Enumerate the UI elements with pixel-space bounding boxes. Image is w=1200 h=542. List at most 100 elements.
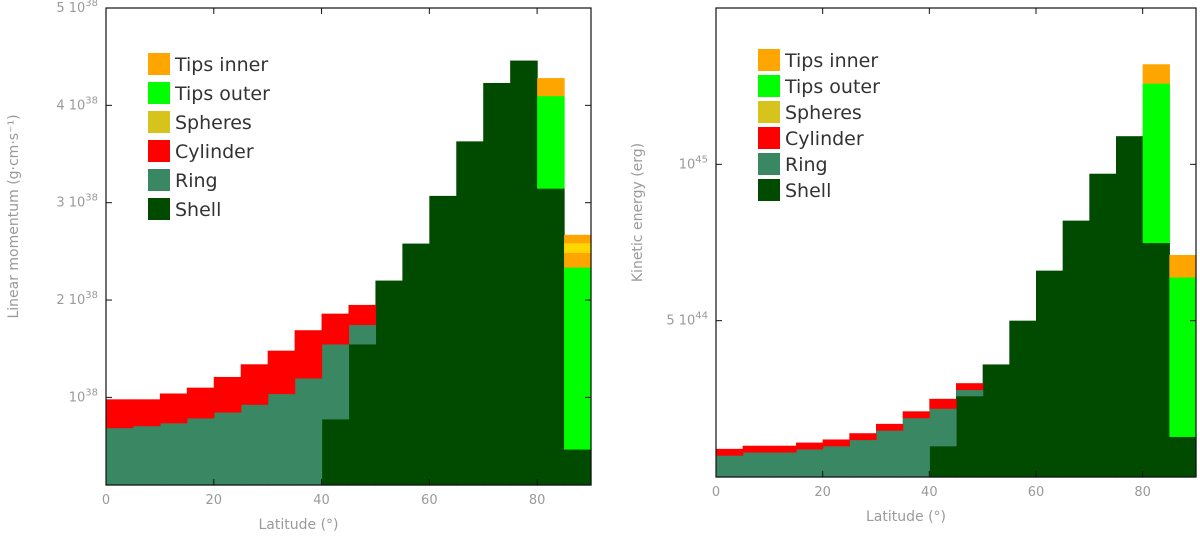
- legend-swatch: [758, 153, 780, 175]
- x-tick-label: 60: [421, 493, 438, 508]
- y-tick-label: 5 1038: [56, 0, 98, 16]
- bar-tips-inner-top-band-bin-17: [564, 234, 592, 244]
- bar-cylinder-bin-9: [956, 383, 984, 391]
- bar-shell-bin-11: [402, 243, 430, 486]
- bar-shell-bin-14: [1089, 173, 1117, 478]
- y-tick-label: 4 1038: [56, 95, 98, 113]
- bar-ring-bin-6: [267, 393, 296, 486]
- bar-shell-bin-17: [564, 448, 592, 486]
- bar-cylinder-bin-1: [132, 399, 161, 427]
- legend: Tips inner Tips outer Spheres Cylinder Ring S…: [148, 53, 270, 221]
- y-axis-label: Linear momentum (g·cm·s⁻¹): [6, 114, 22, 318]
- plot-frame: [715, 7, 1197, 478]
- bar-cylinder-bin-6: [876, 423, 904, 431]
- bar-ring-bin-2: [769, 451, 797, 478]
- y-tick-label: 1038: [69, 387, 98, 405]
- legend-swatch: [758, 75, 780, 97]
- bar-ring-bin-8: [321, 343, 350, 420]
- bar-ring-bin-8: [929, 408, 957, 447]
- bar-ring-bin-3: [186, 417, 215, 486]
- bar-ring-bin-6: [876, 430, 904, 478]
- bar-tips-inner-bin-16: [537, 78, 565, 97]
- bar-cylinder-bin-4: [213, 376, 242, 413]
- bar-cylinder-bin-7: [294, 330, 323, 379]
- x-tick-label: 40: [313, 493, 330, 508]
- bar-cylinder-bin-9: [348, 304, 377, 325]
- bar-shell-bin-12: [1036, 270, 1064, 478]
- bar-ring-bin-3: [796, 448, 824, 478]
- bar-tips-inner-bin-16: [1142, 64, 1170, 84]
- bar-cylinder-bin-0: [106, 399, 134, 429]
- bar-cylinder-bin-2: [769, 445, 797, 453]
- y-tick-label: 5 1044: [666, 311, 708, 329]
- bar-shell-bin-8: [321, 418, 350, 486]
- bar-ring-bin-0: [106, 427, 134, 486]
- x-tick-label: 60: [1028, 485, 1045, 500]
- x-tick-label: 20: [814, 485, 831, 500]
- bar-tips-inner-bin-17: [1169, 264, 1197, 278]
- bar-cylinder-bin-2: [159, 393, 188, 424]
- legend-label: Tips inner: [174, 54, 268, 76]
- bar-shell-bin-13: [1062, 220, 1090, 478]
- bar-cylinder-bin-7: [902, 411, 930, 419]
- bar-ring-bin-4: [213, 411, 242, 486]
- x-tick-label: 40: [921, 485, 938, 500]
- bar-ring-bin-4: [822, 445, 850, 478]
- legend-label: Ring: [175, 170, 218, 192]
- bar-cylinder-bin-8: [321, 313, 350, 345]
- legend-label: Shell: [785, 180, 831, 202]
- x-tick-label: 20: [206, 493, 223, 508]
- bar-ring-bin-5: [849, 439, 877, 478]
- legend-swatch: [758, 179, 780, 201]
- y-tick-label: 1045: [679, 154, 708, 172]
- bar-shell-bin-16: [1142, 242, 1170, 478]
- bar-ring-bin-5: [240, 404, 269, 486]
- bar-ring-bin-1: [132, 425, 161, 486]
- chart-2: 0 20 40 60 80 5 1044 1045 Latitude (°) Kinetic e…: [630, 7, 1197, 525]
- y-tick-label: 2 1038: [56, 290, 98, 308]
- bar-tips-outer-bin-17: [1169, 276, 1197, 437]
- bar-tips-outer-bin-16: [1142, 83, 1170, 244]
- legend-swatch: [758, 49, 780, 71]
- legend-swatch: [758, 101, 780, 123]
- chart-1: 0 20 40 60 80 1038 2 1038 3 1038 4 1038 5 1038 Lat…: [6, 0, 592, 533]
- legend-swatch: [148, 82, 170, 104]
- legend-label: Ring: [785, 154, 828, 176]
- bar-shell-bin-17: [1169, 436, 1197, 478]
- bar-cylinder-bin-8: [929, 398, 957, 409]
- y-tick-label: 3 1038: [56, 193, 98, 211]
- bar-shell-bin-16: [537, 188, 565, 486]
- bar-tips-outer-bin-17: [564, 266, 592, 450]
- bar-ring-bin-0: [716, 455, 744, 478]
- x-axis-label: Latitude (°): [259, 517, 339, 533]
- bar-ring-bin-2: [159, 422, 188, 486]
- legend-swatch: [148, 140, 170, 162]
- legend: Tips inner Tips outer Spheres Cylinder Ring S…: [758, 49, 880, 202]
- x-tick-label: 80: [1134, 485, 1151, 500]
- bar-cylinder-bin-5: [849, 433, 877, 441]
- bar-cylinder-bin-1: [742, 445, 770, 453]
- bar-shell-bin-9: [348, 343, 377, 486]
- x-tick-label: 0: [712, 485, 720, 500]
- legend-label: Spheres: [175, 112, 252, 134]
- bar-shell-bin-15: [510, 60, 538, 486]
- x-axis-label: Latitude (°): [866, 509, 946, 525]
- bar-cylinder-bin-3: [186, 387, 215, 419]
- bar-tips-outer-bin-16: [537, 95, 565, 189]
- bar-cylinder-bin-0: [716, 448, 744, 456]
- bar-shell-bin-14: [483, 82, 511, 486]
- legend-label: Shell: [175, 199, 221, 221]
- x-tick-label: 80: [529, 493, 546, 508]
- bar-shell-bin-15: [1116, 136, 1144, 478]
- legend-label: Spheres: [785, 102, 862, 124]
- bar-ring-bin-9: [348, 324, 377, 345]
- bar-spheres-top-band-bin-17: [564, 242, 592, 253]
- legend-label: Cylinder: [785, 128, 864, 150]
- bar-shell-bin-13: [456, 141, 484, 486]
- plot-frame: [105, 7, 592, 486]
- bar-cylinder-bin-5: [240, 364, 269, 405]
- bar-cylinder-bin-3: [796, 442, 824, 450]
- bar-shell-bin-9: [956, 395, 984, 478]
- legend-swatch: [148, 53, 170, 75]
- x-tick-label: 0: [102, 493, 110, 508]
